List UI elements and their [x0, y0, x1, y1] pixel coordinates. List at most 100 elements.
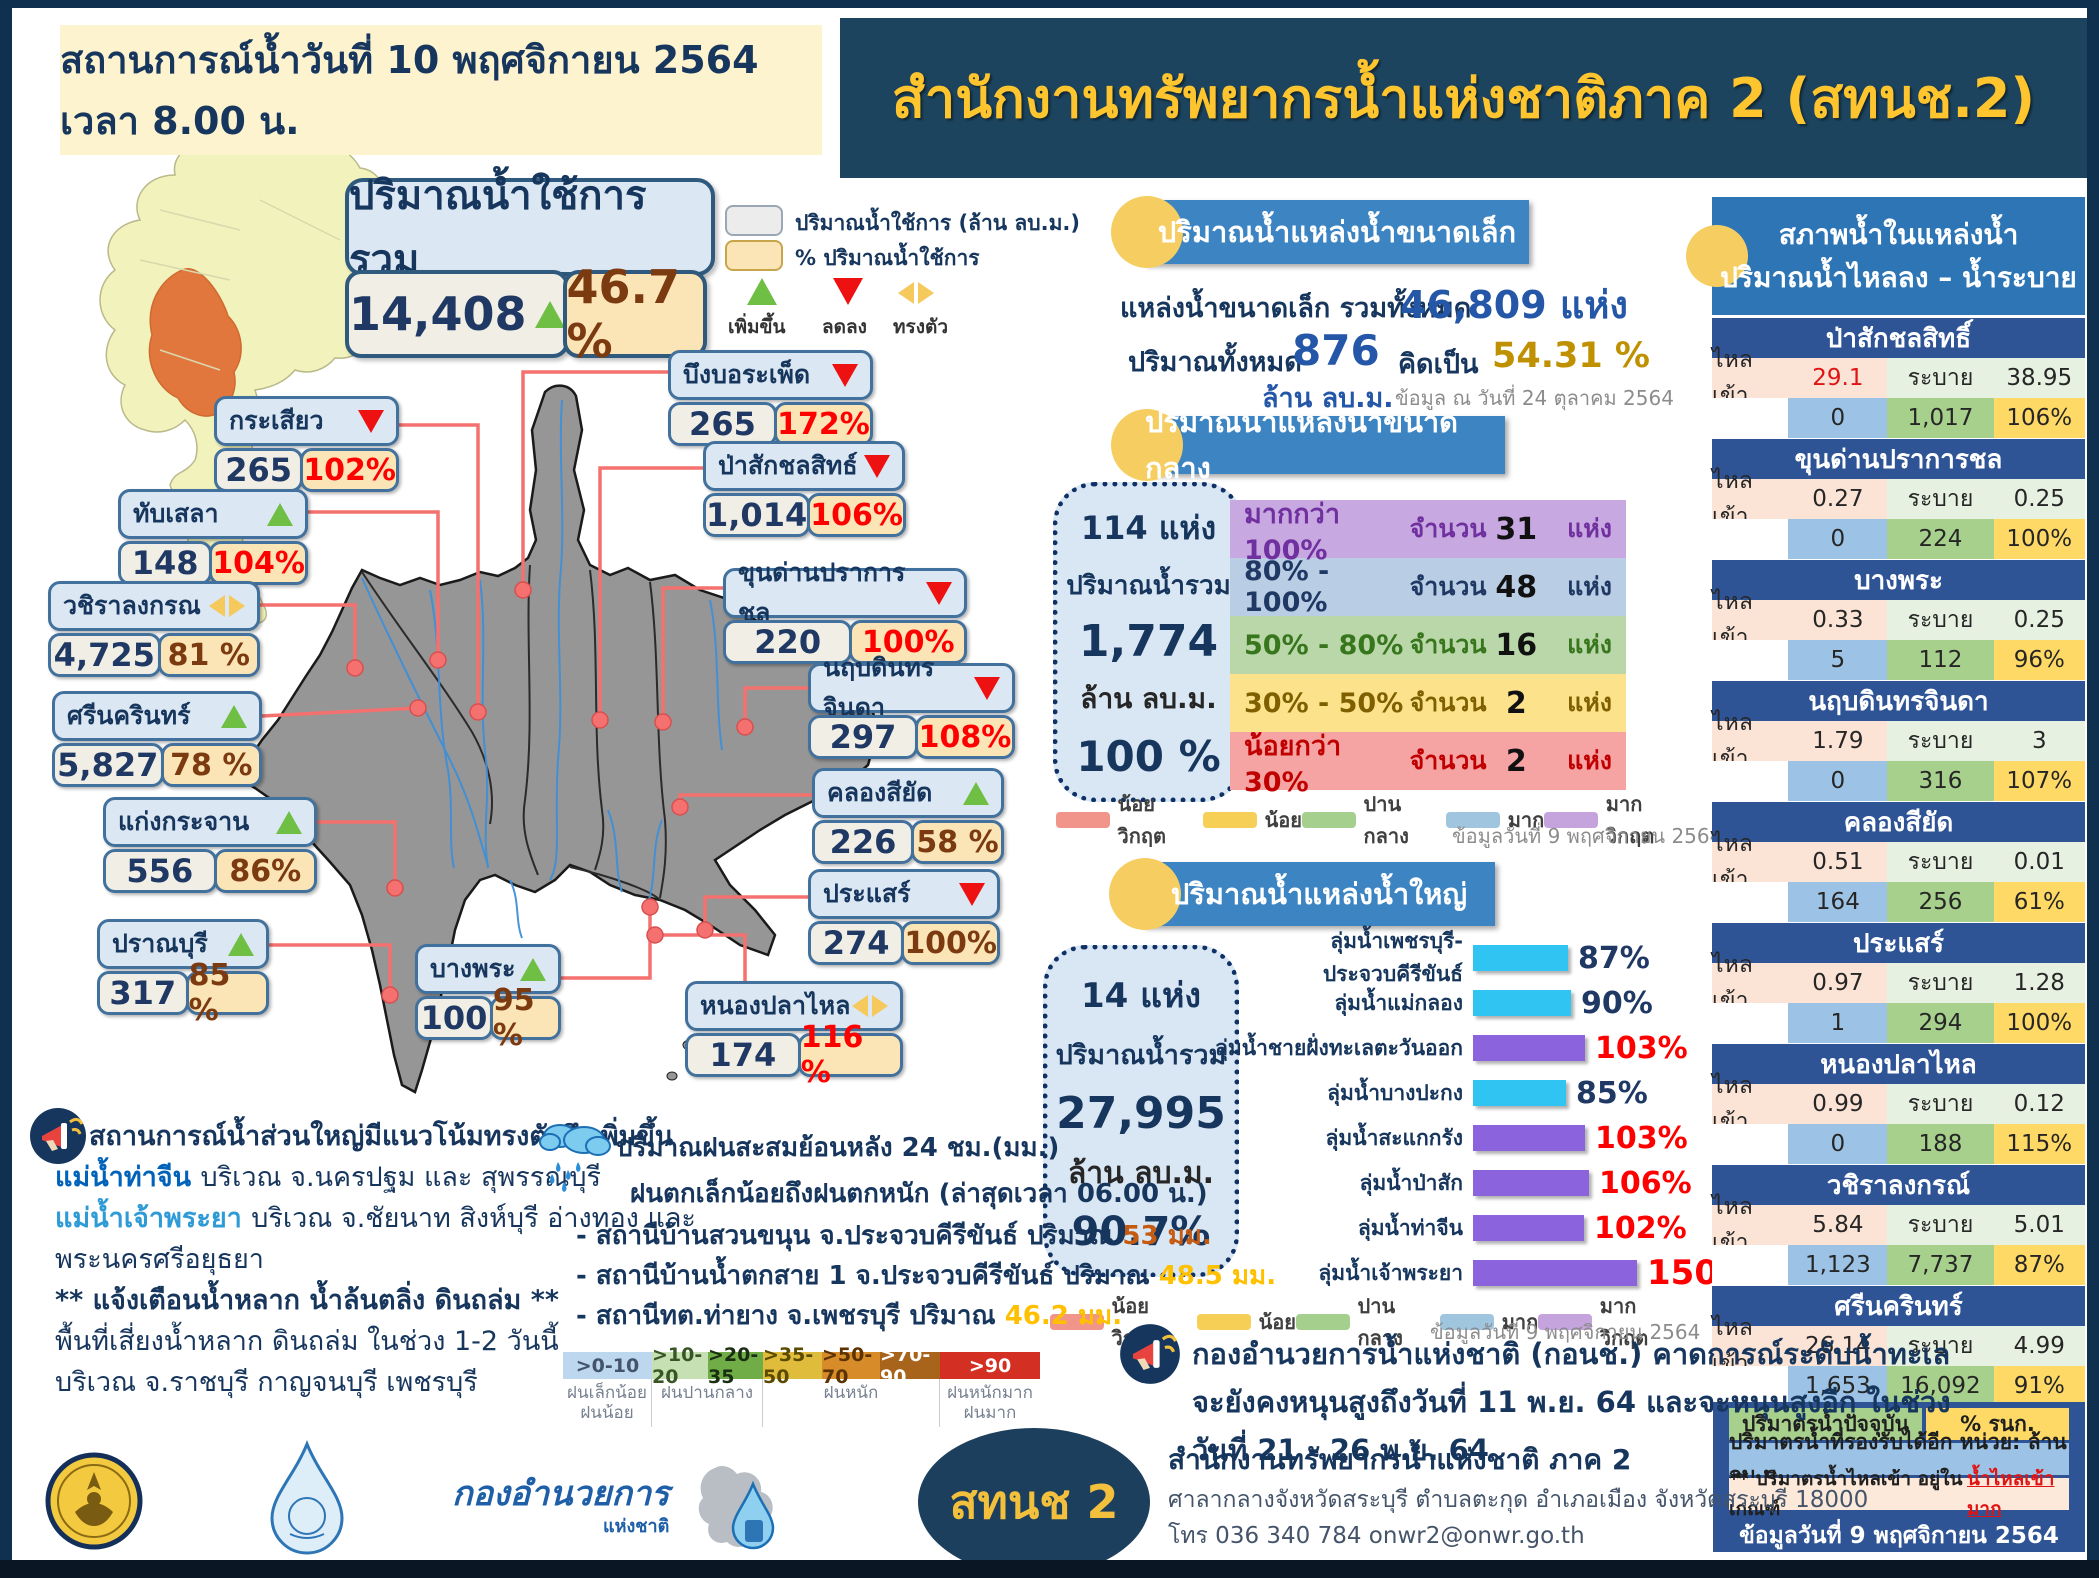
rain-station-line: - สถานีบ้านสวนขนุน จ.ประจวบคีรีขันธ์ ปริ… — [576, 1216, 1276, 1256]
steady-left-icon — [209, 595, 225, 617]
medium-count: 114 แห่ง — [1081, 503, 1216, 554]
reservoir-name: ป่าสักชลสิทธ์ — [718, 446, 858, 486]
alert-text-segment: พื้นที่เสี่ยงน้ำหลาก ดินถล่ม ในช่วง 1-2 … — [55, 1326, 559, 1357]
usable-percent: 104% — [209, 541, 308, 585]
callout-values: 4,72581 % — [48, 633, 260, 677]
remaining-capacity: 0 — [1788, 519, 1887, 559]
inflow-value: 5.84 — [1788, 1205, 1887, 1245]
government-seal-logo — [45, 1452, 143, 1550]
usable-percent: 85 % — [186, 971, 269, 1015]
spacer — [1712, 1245, 1788, 1285]
basin-bar — [1473, 945, 1568, 971]
legend-volume-label: ปริมาณน้ำใช้การ (ล้าน ลบ.ม.) — [795, 207, 1080, 240]
station-text: - สถานีทต.ท่ายาง จ.เพชรบุรี ปริมาณ — [576, 1301, 1005, 1331]
callout-ป่าสักชลสิทธ์: ป่าสักชลสิทธ์1,014106% — [703, 441, 905, 537]
rain-group-label: ฝนหนัก — [824, 1383, 879, 1403]
discharge-value: 0.25 — [1994, 479, 2085, 519]
basin-bar — [1473, 1215, 1584, 1241]
inflow-value: 0.97 — [1788, 963, 1887, 1003]
medium-sources-ribbon: ปริมาณน้ำแหล่งน้ำขนาดกลาง — [1145, 416, 1505, 474]
percent-capacity: 87% — [1994, 1245, 2085, 1285]
reservoir-flow-row: ไหลเข้า5.84ระบาย5.01 — [1712, 1205, 2085, 1245]
usable-volume: 265 — [214, 448, 303, 492]
basin-bar — [1473, 1080, 1566, 1106]
large-count: 14 แห่ง — [1081, 968, 1201, 1022]
stnch2-badge: สทนช 2 — [918, 1428, 1150, 1576]
discharge-label: ระบาย — [1887, 842, 1993, 882]
medium-volume-label: ปริมาณน้ำรวม — [1066, 565, 1230, 606]
inflow-label: ไหลเข้า — [1712, 1205, 1788, 1245]
discharge-value: 0.25 — [1994, 600, 2085, 640]
reservoir-volume-row: 16425661% — [1712, 882, 2085, 922]
reservoir-flow-row: ไหลเข้า0.51ระบาย0.01 — [1712, 842, 2085, 882]
alert-text-line: จะยังคงหนุนสูงถึงวันที่ 11 พ.ย. 64 และจะ… — [1192, 1378, 1951, 1426]
steady-trend-icon — [209, 595, 245, 617]
current-volume: 224 — [1887, 519, 1993, 559]
reservoir-flow-row: ไหลเข้า0.33ระบาย0.25 — [1712, 600, 2085, 640]
rain-scale-group: ฝนหนักมากฝนมาก — [940, 1379, 1040, 1427]
alert-text-segment: กองอำนวยการน้ำแห่งชาติ (กอนช.) คาดการณ์ร… — [1192, 1337, 1950, 1371]
legend-percent-label: % ปริมาณน้ำใช้การ — [795, 242, 980, 275]
rain-unit: มม. — [1159, 1221, 1212, 1251]
callout-values: 265172% — [668, 402, 873, 446]
callout-values: 274100% — [808, 921, 1000, 965]
spacer — [1712, 398, 1788, 438]
up-trend-icon — [221, 705, 247, 728]
small-sources-ribbon: ปริมาณน้ำแหล่งน้ำขนาดเล็ก — [1145, 200, 1529, 264]
reservoir-flow-row: ไหลเข้า1.79ระบาย3 — [1712, 721, 2085, 761]
rain-scale-cell: >50-70 — [822, 1352, 880, 1379]
reservoir-volume-row: 0188115% — [1712, 1124, 2085, 1164]
large-volume: 27,995 — [1056, 1088, 1226, 1139]
note-highlight: น้ำไหลเข้ามาก — [1967, 1464, 2069, 1524]
callout-ศรีนครินทร์: ศรีนครินทร์5,82778 % — [52, 691, 262, 787]
callout-values: 148104% — [118, 541, 308, 585]
usable-percent: 78 % — [161, 743, 262, 787]
medium-row: มากกว่า 100%จำนวน31แห่ง — [1230, 500, 1626, 558]
percent-swatch — [725, 240, 783, 271]
steady-right-icon — [229, 595, 245, 617]
reservoir-name: บึงบอระเพ็ด — [683, 355, 810, 395]
rain-group-label: ฝนเล็กน้อย — [567, 1383, 647, 1403]
rain-group-label: ฝนมาก — [964, 1403, 1017, 1423]
medium-count-word: จำนวน — [1410, 509, 1491, 549]
border-top — [0, 0, 2099, 8]
summary-value-text: 14,408 — [349, 287, 527, 341]
rain-scale-groups: ฝนเล็กน้อยฝนน้อยฝนปานกลางฝนหนักฝนหนักมาก… — [563, 1379, 1040, 1427]
medium-row: 50% - 80%จำนวน16แห่ง — [1230, 616, 1626, 674]
rain-unit: มม. — [1223, 1261, 1276, 1291]
small-percent-value: 54.31 % — [1492, 336, 1650, 376]
medium-count-value: 2 — [1491, 686, 1543, 721]
reservoir-name: คลองสียัด — [827, 773, 932, 813]
current-volume: 188 — [1887, 1124, 1993, 1164]
legend-steady-icon — [898, 282, 934, 304]
rain-group-label: ฝนหนักมาก — [947, 1383, 1033, 1403]
discharge-label: ระบาย — [1887, 358, 1993, 398]
station-text: - สถานีบ้านสวนขนุน จ.ประจวบคีรีขันธ์ ปริ… — [576, 1221, 1122, 1251]
alert-text-segment: ** แจ้งเตือนน้ำหลาก น้ำล้นตลิ่ง ดินถล่ม … — [55, 1285, 559, 1316]
spacer — [1712, 1003, 1788, 1043]
basin-name: ลุ่มน้ำสะแกกรัง — [1205, 1122, 1463, 1155]
reservoir-volume-row: 1,1237,73787% — [1712, 1245, 2085, 1285]
percent-capacity: 100% — [1994, 1003, 2085, 1043]
usable-percent: 116 % — [798, 1033, 903, 1077]
medium-unit-word: แห่ง — [1542, 741, 1612, 781]
spacer — [1712, 640, 1788, 680]
callout-values: 31785 % — [97, 971, 269, 1015]
rain-cloud-icon — [538, 1114, 614, 1200]
medium-count-value: 2 — [1491, 744, 1543, 779]
report-date-banner: สถานการณ์น้ำวันที่ 10 พฤศจิกายน 2564 เวล… — [60, 25, 822, 155]
reservoir-name: ทับเสลา — [133, 494, 219, 534]
basin-bar — [1473, 1260, 1637, 1286]
callout-header: ป่าสักชลสิทธ์ — [703, 441, 905, 491]
station-text: - สถานีบ้านน้ำตกสาย 1 จ.ประจวบคีรีขันธ์ … — [576, 1261, 1159, 1291]
legend-label: น้อย — [1265, 804, 1302, 836]
callout-values: 297108% — [808, 715, 1015, 759]
callout-บางพระ: บางพระ10095 % — [415, 944, 561, 1040]
inflow-value: 29.1 — [1788, 358, 1887, 398]
basin-bar — [1473, 1125, 1585, 1151]
inflow-value: 0.51 — [1788, 842, 1887, 882]
medium-count-word: จำนวน — [1410, 683, 1491, 723]
usable-percent: 108% — [915, 715, 1015, 759]
callout-header: นฤบดินทรจินดา — [808, 663, 1015, 713]
org-title-label: สำนักงานทรัพยากรน้ำแห่งชาติภาค 2 (สทนช.2… — [892, 55, 2035, 141]
